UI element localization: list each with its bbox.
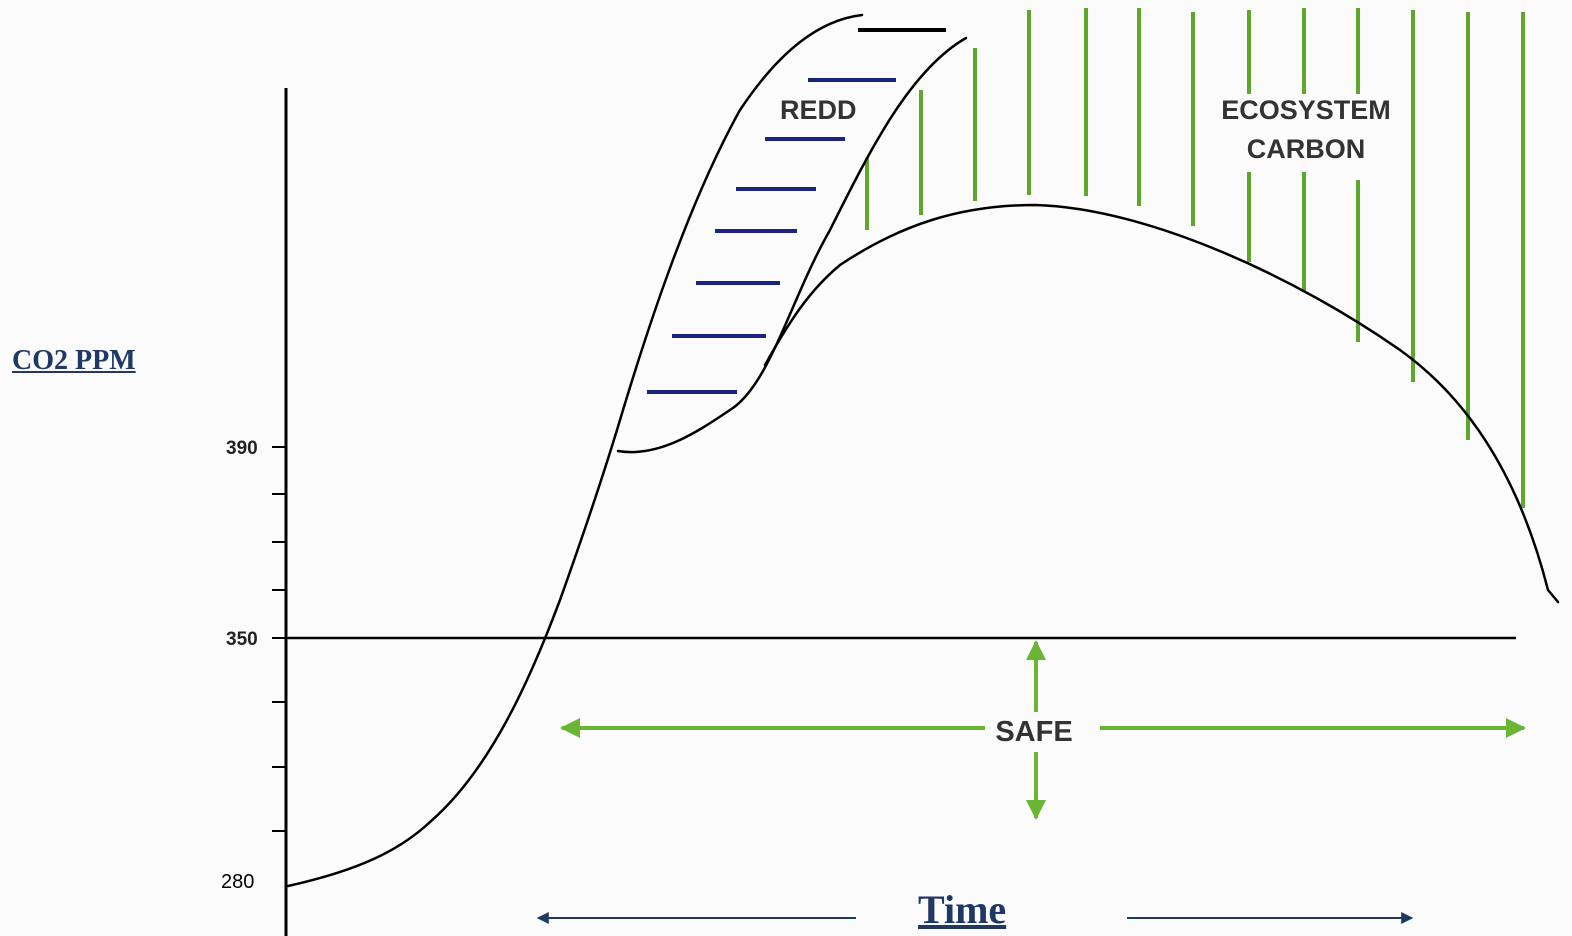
ecosystem-label-line2: CARBON [1247,134,1366,164]
ecosystem-carbon-curve [763,203,1560,604]
safe-label: SAFE [995,716,1072,748]
tick-label-390: 390 [226,438,258,459]
ecosystem-label-line1: ECOSYSTEM [1221,95,1391,125]
safe-arrows [560,640,1526,820]
ecosystem-carbon-hatch [865,8,1525,508]
curves [286,13,1560,888]
x-axis-title: Time [918,887,1007,932]
redd-hatch [647,78,896,394]
y-axis-ticks [272,446,286,832]
redd-lower-curve [616,36,968,454]
tick-label-350: 350 [226,629,258,650]
y-axis-title: CO2 PPM [12,345,136,376]
redd-label: REDD [780,95,857,125]
tick-label-280: 280 [221,871,254,893]
business-as-usual-curve [286,13,864,888]
